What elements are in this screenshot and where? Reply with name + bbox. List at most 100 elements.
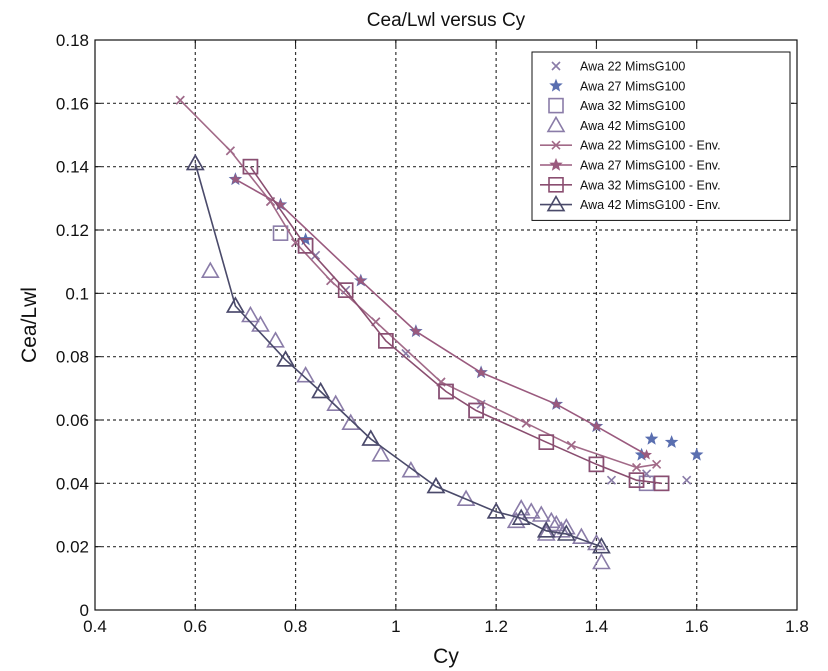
legend: Awa 22 MimsG100 Awa 27 MimsG100 Awa 32 Mim… xyxy=(531,51,791,221)
data-point xyxy=(230,173,241,184)
y-tick-label: 0.08 xyxy=(56,348,89,367)
data-point xyxy=(266,331,285,348)
data-point xyxy=(475,366,487,378)
data-point xyxy=(311,381,331,399)
x-tick-label: 0.8 xyxy=(284,617,308,636)
series-8 xyxy=(185,153,611,554)
legend-label: Awa 42 MimsG100 xyxy=(580,119,685,133)
data-point xyxy=(536,521,556,538)
legend-label: Awa 22 MimsG100 xyxy=(580,60,685,74)
legend-label: Awa 42 MimsG100 - Env. xyxy=(580,198,721,212)
data-point xyxy=(242,158,259,175)
data-point xyxy=(506,511,526,529)
legend-marker xyxy=(546,115,566,133)
data-point xyxy=(689,447,704,461)
data-point xyxy=(566,440,576,450)
y-tick-label: 0.18 xyxy=(56,31,89,50)
data-point xyxy=(592,537,611,554)
data-point xyxy=(341,413,361,430)
data-point xyxy=(572,527,591,544)
data-point xyxy=(550,398,562,409)
legend-item: Awa 27 MimsG100 xyxy=(549,78,685,93)
data-point xyxy=(337,282,354,298)
data-point xyxy=(410,325,422,336)
data-point xyxy=(355,275,367,286)
x-tick-label: 1.4 xyxy=(585,617,609,636)
plot-frame xyxy=(94,39,798,611)
legend-label: Awa 22 MimsG100 - Env. xyxy=(580,139,721,153)
data-point xyxy=(664,435,679,448)
data-point xyxy=(185,153,205,171)
data-point xyxy=(606,475,617,485)
data-point xyxy=(644,431,659,445)
data-point xyxy=(486,502,506,519)
legend-marker xyxy=(548,97,564,114)
data-point xyxy=(511,508,531,525)
series-6 xyxy=(230,173,653,460)
data-point xyxy=(592,552,611,570)
data-point xyxy=(511,499,531,516)
data-point xyxy=(200,261,220,278)
y-tick-label: 0.14 xyxy=(56,158,89,177)
legend-box xyxy=(531,51,791,221)
data-point xyxy=(326,394,346,411)
data-point xyxy=(590,420,602,431)
legend-marker xyxy=(551,140,561,150)
legend-label: Awa 32 MimsG100 - Env. xyxy=(580,178,721,192)
legend-marker xyxy=(551,61,561,71)
legend-label: Awa 27 MimsG100 - Env. xyxy=(580,159,721,173)
data-point xyxy=(536,524,556,541)
data-point xyxy=(521,418,531,428)
x-tick-label: 1 xyxy=(391,617,400,636)
y-tick-label: 0.12 xyxy=(56,221,89,240)
legend-item: Awa 22 MimsG100 - Env. xyxy=(540,139,721,153)
legend-marker xyxy=(549,78,563,92)
data-point xyxy=(426,476,446,494)
data-point xyxy=(438,383,454,400)
data-point xyxy=(175,95,185,105)
data-point xyxy=(361,429,381,446)
legend-item: Awa 32 MimsG100 - Env. xyxy=(540,177,721,193)
data-point xyxy=(628,472,645,488)
y-tick-label: 0 xyxy=(80,601,89,620)
data-point xyxy=(641,449,653,460)
y-tick-label: 0.16 xyxy=(56,94,89,113)
data-point xyxy=(631,462,642,473)
x-tick-label: 1.8 xyxy=(785,617,809,636)
data-point xyxy=(588,456,605,473)
legend-label: Awa 32 MimsG100 xyxy=(580,99,685,113)
series-line xyxy=(249,166,662,485)
data-point xyxy=(371,445,391,462)
data-point xyxy=(378,333,394,349)
y-tick-label: 0.06 xyxy=(56,411,89,430)
data-point xyxy=(538,434,555,450)
data-point xyxy=(682,475,692,485)
data-point xyxy=(251,315,270,332)
data-point xyxy=(225,146,235,156)
x-tick-label: 0.4 xyxy=(83,617,107,636)
data-point xyxy=(653,475,670,492)
data-point xyxy=(276,350,295,367)
data-point xyxy=(468,402,484,419)
data-point xyxy=(297,238,314,254)
x-tick-label: 0.6 xyxy=(183,617,207,636)
data-point xyxy=(638,475,655,492)
series-7 xyxy=(242,158,670,492)
data-point xyxy=(556,524,576,541)
axis-ticks: 0.4 0.6 0.8 1 1.2 1.4 1.6 1.8 0 0.02 0.04 0.06 0.08 0… xyxy=(56,31,809,636)
legend-item: Awa 27 MimsG100 - Env. xyxy=(540,157,721,173)
legend-marker xyxy=(549,157,563,171)
data-point xyxy=(652,459,662,469)
series-line xyxy=(235,178,647,456)
data-series xyxy=(175,95,704,570)
data-point xyxy=(587,533,606,551)
legend-label: Awa 27 MimsG100 xyxy=(580,79,685,93)
data-point xyxy=(226,296,245,313)
y-tick-label: 0.1 xyxy=(65,284,89,303)
data-point xyxy=(326,276,336,286)
x-tick-label: 1.2 xyxy=(484,617,508,636)
legend-item: Awa 42 MimsG100 xyxy=(546,115,685,133)
data-point xyxy=(531,505,551,522)
